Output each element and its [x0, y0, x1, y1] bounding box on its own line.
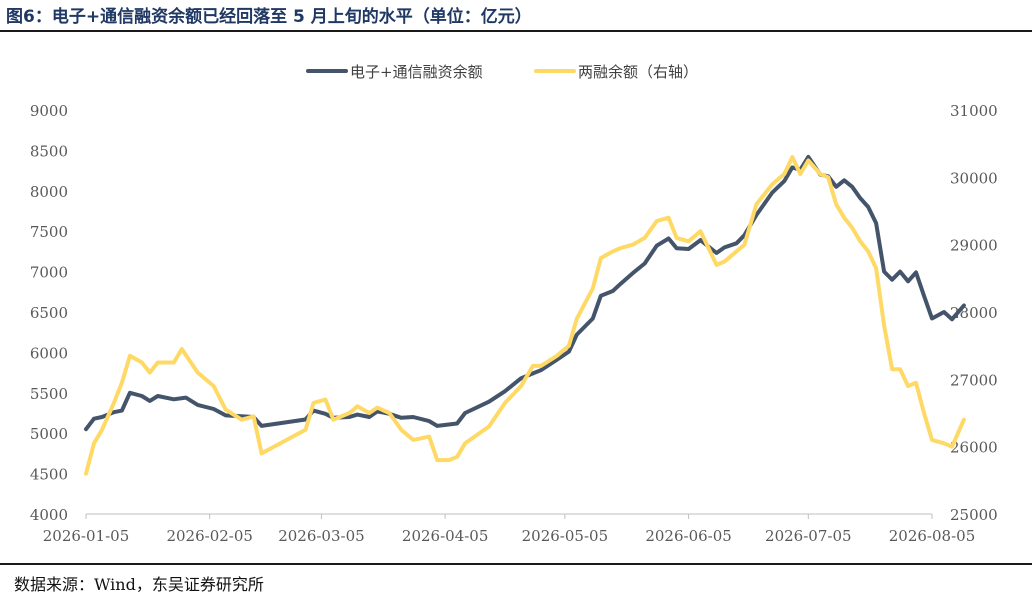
legend: 电子+通信融资余额 两融余额（右轴）	[306, 63, 698, 81]
left-tick-label: 5500	[30, 385, 68, 403]
x-tick-label: 2026-07-05	[765, 527, 851, 545]
right-tick-label: 25000	[950, 506, 998, 524]
right-tick-label: 30000	[950, 169, 998, 187]
right-tick-label: 29000	[950, 237, 998, 255]
x-axis: 2026-01-05 2026-02-05 2026-03-05 2026-04-05…	[43, 513, 975, 545]
left-tick-label: 9000	[30, 102, 68, 120]
left-tick-label: 8500	[30, 142, 68, 160]
x-tick-label: 2026-02-05	[166, 527, 252, 545]
left-tick-label: 5000	[30, 425, 68, 443]
right-tick-label: 26000	[950, 439, 998, 457]
x-tick-label: 2026-06-05	[645, 527, 731, 545]
left-tick-label: 4000	[30, 506, 68, 524]
x-tick-label: 2026-03-05	[278, 527, 364, 545]
bottom-rule	[0, 563, 1032, 565]
left-tick-label: 8000	[30, 183, 68, 201]
legend-label-2: 两融余额（右轴）	[578, 63, 698, 81]
right-tick-label: 27000	[950, 371, 998, 389]
source-note: 数据来源：Wind，东吴证券研究所	[14, 575, 264, 594]
left-tick-label: 6500	[30, 304, 68, 322]
top-rule	[0, 30, 1032, 32]
left-tick-label: 4500	[30, 466, 68, 484]
x-tick-label: 2026-08-05	[889, 527, 975, 545]
x-tick-label: 2026-04-05	[402, 527, 488, 545]
series-lines	[84, 154, 966, 476]
left-tick-label: 7500	[30, 223, 68, 241]
series-line-2	[84, 155, 966, 476]
legend-label-1: 电子+通信融资余额	[350, 63, 483, 81]
left-tick-label: 7000	[30, 264, 68, 282]
left-axis-ticks: 4000 4500 5000 5500 6000 6500 7000 7500 8000 8500…	[30, 102, 68, 524]
series-line-1	[84, 154, 966, 432]
x-tick-label: 2026-05-05	[522, 527, 608, 545]
chart-area: 电子+通信融资余额 两融余额（右轴） 4000 4500 5000 5500 6000 65…	[30, 63, 998, 545]
left-tick-label: 6000	[30, 344, 68, 362]
x-tick-label: 2026-01-05	[43, 527, 129, 545]
figure-title: 图6：电子+通信融资余额已经回落至 5 月上旬的水平（单位：亿元）	[6, 7, 532, 27]
right-tick-label: 31000	[950, 102, 998, 120]
